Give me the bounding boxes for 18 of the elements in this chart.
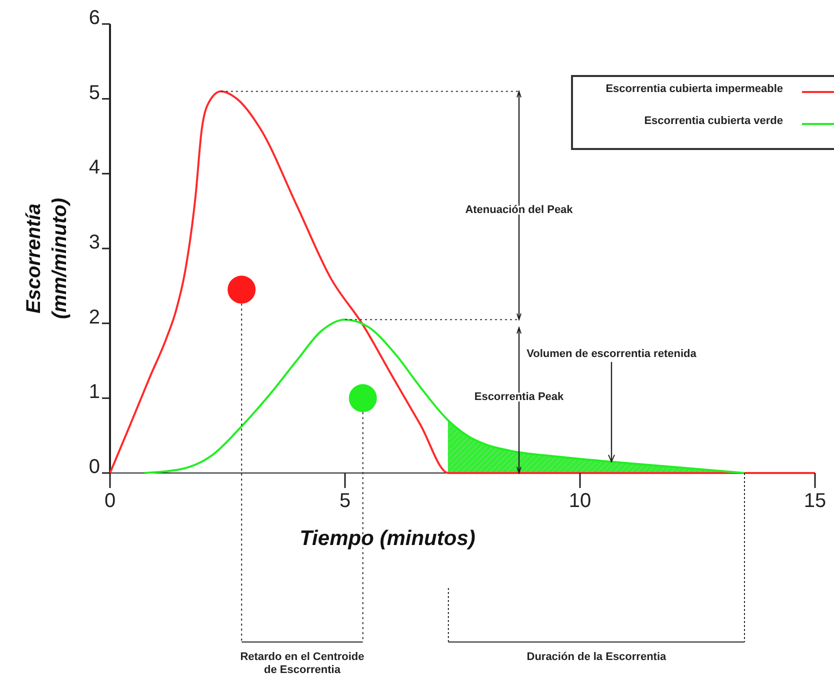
y-tick-label: 5 [88,82,100,104]
x-axis-title: Tiempo (minutos) [300,527,476,550]
y-tick-label: 2 [88,306,100,328]
legend-label: Escorrentia cubierta impermeable [606,83,783,95]
legend-label: Escorrentia cubierta verde [644,115,783,127]
y-tick-label: 4 [88,156,100,179]
text: Duración de la Escorrentia [526,651,668,663]
x-tick-label: 15 [804,490,826,512]
y-axis-title: Escorrentía (mm/minuto) [23,198,71,320]
annotation: Volumen de escorrentia retenida [526,348,698,360]
x-tick-label: 5 [339,490,351,512]
y-tick-label: 3 [88,232,100,254]
x-tick-label: 0 [104,490,116,512]
text: Retardo en el Centroide de Escorrentia [240,651,364,676]
y-tick-label: 0 [88,456,100,478]
y-tick-label: 1 [88,381,100,404]
y-tick-label: 6 [88,7,100,29]
x-tick-label: 10 [568,490,592,512]
